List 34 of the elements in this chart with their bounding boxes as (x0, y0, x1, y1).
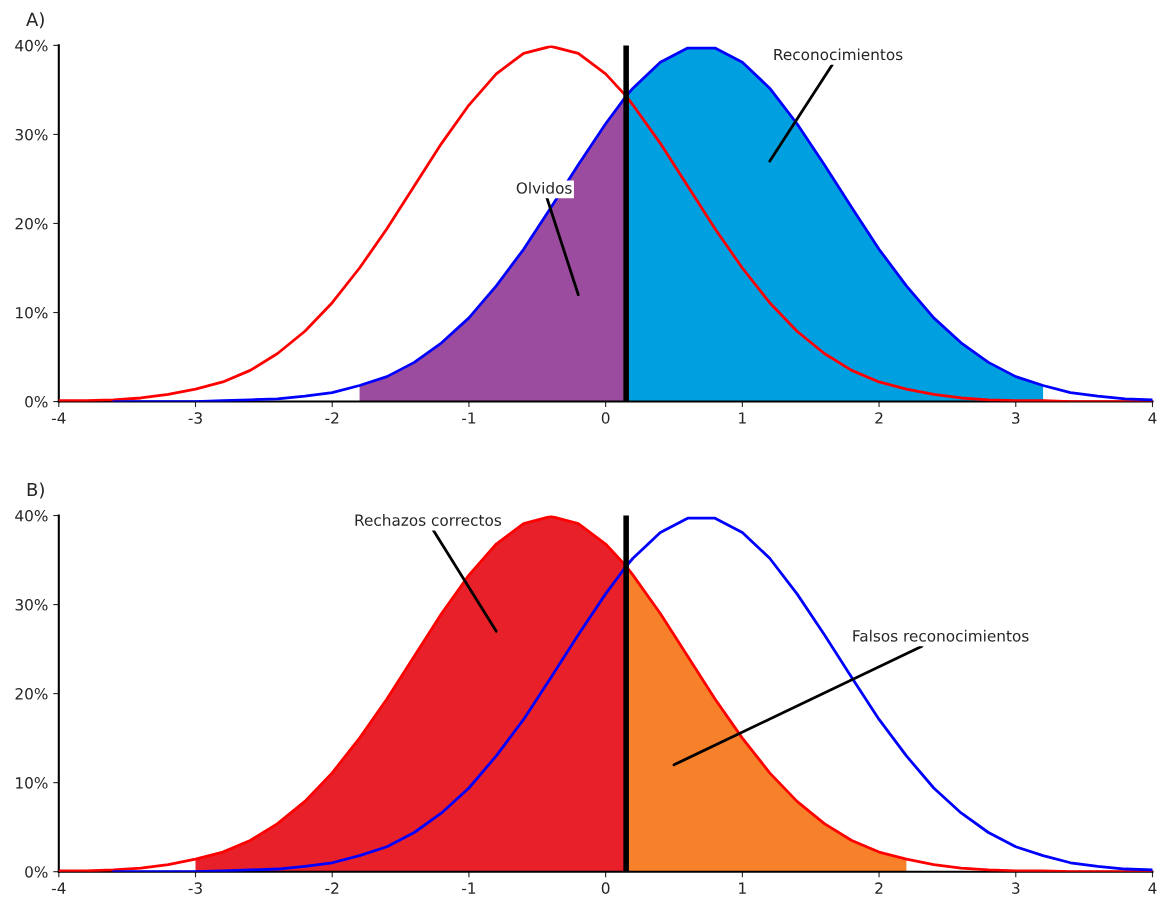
x-tick-label: 4 (1148, 882, 1157, 894)
x-tick-label: 3 (1012, 882, 1020, 894)
y-tick-label: 0% (25, 396, 48, 408)
y-tick-label: 10% (16, 777, 48, 789)
y-tick-label: 10% (16, 306, 48, 319)
chart-title: B) (27, 482, 44, 499)
chart-title: A) (26, 12, 44, 29)
x-tick-label: -2 (325, 882, 339, 894)
y-tick-label: 0% (25, 866, 48, 878)
annotation: Rechazos correctos (355, 514, 502, 526)
x-tick-label: 1 (739, 412, 746, 424)
x-tick-label: -2 (325, 412, 339, 424)
x-tick-label: 4 (1148, 412, 1157, 424)
x-tick-label: 3 (1012, 412, 1020, 424)
annotation: Falsos reconocimientos (853, 629, 1029, 642)
x-tick-label: 2 (875, 412, 883, 424)
annotation: Reconocimientos (774, 48, 903, 61)
x-tick-label: -3 (188, 412, 202, 424)
x-tick-label: -1 (462, 412, 476, 424)
y-tick-label: 40% (15, 509, 48, 522)
y-tick-label: 30% (15, 599, 48, 611)
x-tick-label: 0 (601, 882, 610, 894)
y-tick-label: 20% (15, 688, 48, 700)
x-tick-label: 2 (875, 882, 883, 894)
annotation: Olvidos (516, 181, 572, 194)
x-tick-label: -1 (462, 882, 476, 894)
y-tick-label: 30% (15, 128, 48, 141)
x-tick-label: 1 (739, 882, 746, 894)
y-tick-label: 20% (15, 217, 48, 230)
x-tick-label: 0 (601, 412, 610, 424)
y-tick-label: 40% (15, 39, 48, 52)
x-tick-label: -4 (51, 882, 66, 894)
x-tick-label: -4 (51, 412, 66, 424)
x-tick-label: -3 (188, 882, 202, 894)
